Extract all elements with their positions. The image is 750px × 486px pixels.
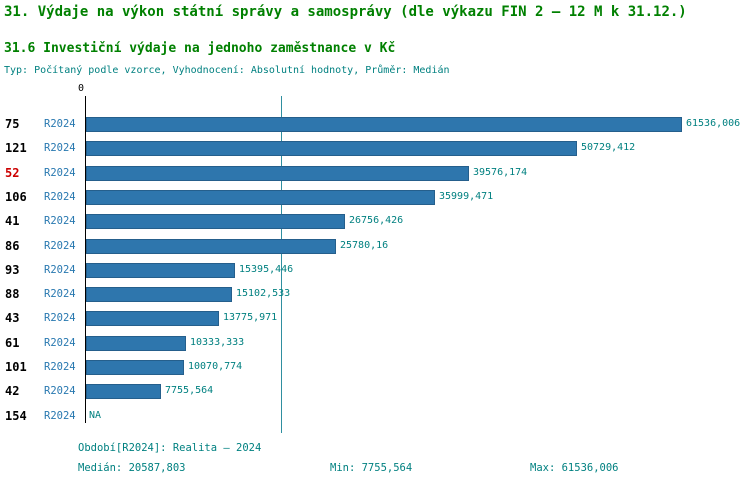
chart-row: 88 R2024 15102,533 bbox=[0, 283, 750, 307]
chart-row: 121 R2024 50729,412 bbox=[0, 137, 750, 161]
bar-value: 15395,446 bbox=[239, 264, 294, 275]
chart-row: 93 R2024 15395,446 bbox=[0, 259, 750, 283]
row-period-label: R2024 bbox=[44, 167, 76, 179]
row-id: 106 bbox=[5, 190, 27, 204]
row-period-label: R2024 bbox=[44, 385, 76, 397]
median-line bbox=[281, 96, 282, 433]
row-id: 42 bbox=[5, 384, 20, 398]
bar[interactable] bbox=[86, 287, 232, 302]
y-axis-line bbox=[85, 96, 86, 423]
indicator-title: 31.6 Investiční výdaje na jednoho zaměst… bbox=[4, 41, 396, 56]
row-period-label: R2024 bbox=[44, 312, 76, 324]
bar[interactable] bbox=[86, 239, 336, 254]
chart-row: 154 R2024 NA bbox=[0, 405, 750, 429]
report-title: 31. Výdaje na výkon státní správy a samo… bbox=[4, 4, 687, 20]
row-period-label: R2024 bbox=[44, 215, 76, 227]
chart-row: 41 R2024 26756,426 bbox=[0, 210, 750, 234]
bar-value: 7755,564 bbox=[165, 385, 214, 396]
bar-value: 10070,774 bbox=[188, 361, 243, 372]
bar[interactable] bbox=[86, 311, 219, 326]
row-id: 154 bbox=[5, 409, 27, 423]
bar-value: 25780,16 bbox=[340, 240, 389, 251]
bar[interactable] bbox=[86, 190, 435, 205]
row-period-label: R2024 bbox=[44, 288, 76, 300]
bar[interactable] bbox=[86, 336, 186, 351]
bar-value: 61536,006 bbox=[686, 118, 741, 129]
bar-value: 13775,971 bbox=[223, 312, 278, 323]
row-id: 52 bbox=[5, 166, 20, 180]
row-period-label: R2024 bbox=[44, 361, 76, 373]
chart-row: 61 R2024 10333,333 bbox=[0, 332, 750, 356]
row-id: 41 bbox=[5, 214, 20, 228]
chart-row: 42 R2024 7755,564 bbox=[0, 380, 750, 404]
bar-value: 26756,426 bbox=[349, 215, 404, 226]
bar[interactable] bbox=[86, 263, 235, 278]
row-id: 86 bbox=[5, 239, 20, 253]
chart-row: 101 R2024 10070,774 bbox=[0, 356, 750, 380]
bar-value: NA bbox=[89, 410, 102, 421]
row-id: 93 bbox=[5, 263, 20, 277]
row-id: 75 bbox=[5, 117, 20, 131]
row-period-label: R2024 bbox=[44, 142, 76, 154]
row-id: 88 bbox=[5, 287, 20, 301]
bar[interactable] bbox=[86, 166, 469, 181]
period-label: Období[R2024]: Realita – 2024 bbox=[78, 442, 262, 454]
bar-value: 35999,471 bbox=[439, 191, 494, 202]
axis-zero-label: 0 bbox=[77, 83, 84, 94]
bar[interactable] bbox=[86, 117, 682, 132]
bar-value: 39576,174 bbox=[473, 167, 528, 178]
row-id: 101 bbox=[5, 360, 27, 374]
bar[interactable] bbox=[86, 141, 577, 156]
row-period-label: R2024 bbox=[44, 264, 76, 276]
bar-value: 10333,333 bbox=[190, 337, 245, 348]
row-id: 121 bbox=[5, 141, 27, 155]
row-id: 43 bbox=[5, 311, 20, 325]
bar[interactable] bbox=[86, 384, 161, 399]
row-period-label: R2024 bbox=[44, 240, 76, 252]
bar-value: 15102,533 bbox=[236, 288, 291, 299]
bar-value: 50729,412 bbox=[581, 142, 636, 153]
bar[interactable] bbox=[86, 214, 345, 229]
chart-row: 86 R2024 25780,16 bbox=[0, 235, 750, 259]
bar[interactable] bbox=[86, 360, 184, 375]
row-period-label: R2024 bbox=[44, 191, 76, 203]
chart-row: 43 R2024 13775,971 bbox=[0, 307, 750, 331]
median-stat: Medián: 20587,803 bbox=[78, 462, 186, 474]
indicator-meta: Typ: Počítaný podle vzorce, Vyhodnocení:… bbox=[4, 65, 450, 76]
min-stat: Min: 7755,564 bbox=[330, 462, 413, 474]
row-id: 61 bbox=[5, 336, 20, 350]
chart-row: 106 R2024 35999,471 bbox=[0, 186, 750, 210]
chart-row: 52 R2024 39576,174 bbox=[0, 162, 750, 186]
row-period-label: R2024 bbox=[44, 410, 76, 422]
row-period-label: R2024 bbox=[44, 337, 76, 349]
row-period-label: R2024 bbox=[44, 118, 76, 130]
max-stat: Max: 61536,006 bbox=[530, 462, 619, 474]
chart-row: 75 R2024 61536,006 bbox=[0, 113, 750, 137]
